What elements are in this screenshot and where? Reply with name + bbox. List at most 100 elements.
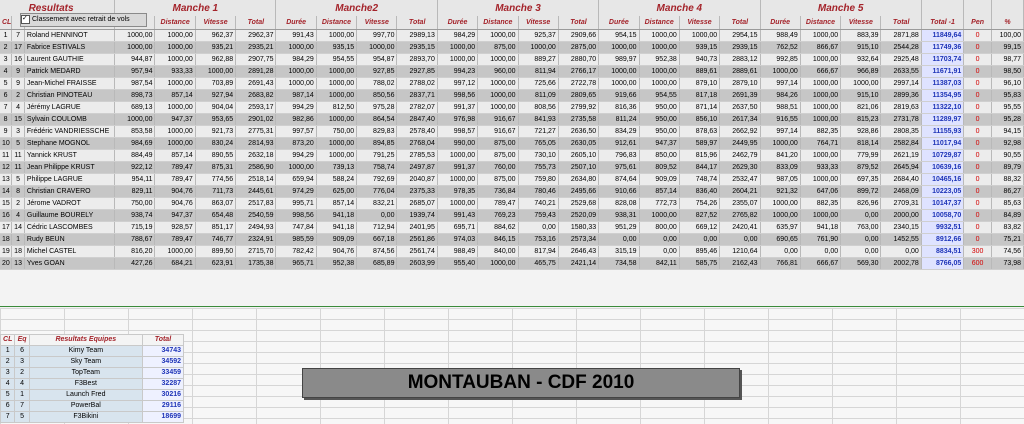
team-rank-cell[interactable]: 7 [0, 411, 16, 423]
score-cell[interactable]: 666,67 [800, 257, 842, 270]
penalty-cell[interactable]: 0 [963, 197, 992, 210]
score-cell[interactable]: 1000,00 [437, 149, 479, 162]
percent-cell[interactable]: 83,82 [991, 221, 1024, 234]
score-cell[interactable]: 2604,21 [719, 185, 761, 198]
score-cell[interactable]: 984,26 [760, 89, 801, 102]
team-eq-cell[interactable]: 1 [14, 389, 30, 401]
score-cell[interactable]: 850,00 [639, 149, 680, 162]
total-cell[interactable]: 8912,66 [921, 233, 965, 246]
score-cell[interactable]: 1000,00 [477, 77, 519, 90]
score-cell[interactable]: 1000,00 [639, 65, 680, 78]
team-row[interactable]: 7 5 F3Bikini 18699 [0, 411, 185, 423]
percent-cell[interactable]: 95,55 [991, 101, 1024, 114]
score-cell[interactable]: 760,00 [477, 161, 519, 174]
score-cell[interactable]: 851,17 [195, 221, 237, 234]
team-total-cell[interactable]: 33459 [141, 367, 185, 379]
score-cell[interactable]: 1000,00 [437, 53, 479, 66]
score-cell[interactable]: 2593,17 [235, 101, 277, 114]
pilot-name-cell[interactable]: Jérémy LAGRUE [24, 101, 116, 114]
score-cell[interactable]: 763,00 [840, 221, 882, 234]
score-cell[interactable]: 2685,07 [396, 197, 438, 210]
score-cell[interactable]: 2629,30 [719, 161, 761, 174]
score-cell[interactable]: 654,48 [195, 209, 237, 222]
team-number-cell[interactable]: 3 [11, 125, 25, 138]
score-cell[interactable]: 818,14 [840, 137, 882, 150]
rank-cell[interactable]: 8 [0, 113, 13, 126]
score-cell[interactable]: 2324,91 [235, 233, 277, 246]
team-number-cell[interactable]: 5 [11, 137, 25, 150]
score-cell[interactable]: 1000,00 [275, 77, 317, 90]
pilot-name-cell[interactable]: Guillaume BOURELY [24, 209, 116, 222]
score-cell[interactable]: 2765,82 [719, 209, 761, 222]
score-cell[interactable]: 2497,87 [396, 161, 438, 174]
score-cell[interactable]: 998,56 [275, 209, 317, 222]
score-cell[interactable]: 871,14 [679, 101, 721, 114]
score-cell[interactable]: 1000,00 [598, 65, 640, 78]
score-cell[interactable]: 740,21 [518, 197, 559, 210]
score-cell[interactable]: 800,00 [639, 221, 680, 234]
team-number-cell[interactable]: 11 [11, 161, 25, 174]
score-cell[interactable]: 991,43 [275, 29, 317, 42]
team-eq-cell[interactable]: 5 [14, 411, 30, 423]
penalty-cell[interactable]: 0 [963, 41, 992, 54]
score-cell[interactable]: 2989,13 [396, 29, 438, 42]
score-cell[interactable]: 857,14 [639, 185, 680, 198]
score-cell[interactable]: 1000,00 [477, 53, 519, 66]
table-row[interactable]: 20 13 Yves GOAN 427,26 684,21 623,91 1735,38 96… [0, 257, 1024, 270]
team-number-cell[interactable]: 15 [11, 113, 25, 126]
score-cell[interactable]: 879,52 [840, 161, 882, 174]
team-row[interactable]: 5 1 Launch Fred 30216 [0, 389, 185, 401]
pilot-name-cell[interactable]: Christian PINOTEAU [24, 89, 116, 102]
score-cell[interactable]: 811,24 [598, 113, 640, 126]
score-cell[interactable]: 1000,00 [477, 257, 519, 270]
score-cell[interactable]: 1000,00 [195, 65, 237, 78]
score-cell[interactable]: 2819,63 [880, 101, 922, 114]
percent-cell[interactable]: 75,21 [991, 233, 1024, 246]
score-cell[interactable]: 2662,92 [719, 125, 761, 138]
percent-cell[interactable]: 84,89 [991, 209, 1024, 222]
percent-cell[interactable]: 98,77 [991, 53, 1024, 66]
score-cell[interactable]: 809,52 [639, 161, 680, 174]
score-cell[interactable]: 898,73 [114, 89, 156, 102]
score-cell[interactable]: 987,54 [114, 77, 156, 90]
score-cell[interactable]: 922,12 [114, 161, 156, 174]
score-cell[interactable]: 427,26 [114, 257, 156, 270]
score-cell[interactable]: 2621,19 [880, 149, 922, 162]
score-cell[interactable]: 899,50 [195, 245, 237, 258]
penalty-cell[interactable]: 600 [963, 257, 992, 270]
score-cell[interactable]: 690,65 [760, 233, 801, 246]
score-cell[interactable]: 792,69 [356, 173, 398, 186]
score-cell[interactable]: 2889,61 [719, 65, 761, 78]
penalty-cell[interactable]: 0 [963, 173, 992, 186]
score-cell[interactable]: 758,74 [356, 161, 398, 174]
score-cell[interactable]: 984,69 [114, 137, 156, 150]
score-cell[interactable]: 2375,33 [396, 185, 438, 198]
score-cell[interactable]: 857,14 [154, 149, 196, 162]
score-cell[interactable]: 750,00 [114, 197, 156, 210]
rank-cell[interactable]: 20 [0, 257, 13, 270]
score-cell[interactable]: 812,50 [316, 101, 358, 114]
score-cell[interactable]: 789,47 [154, 233, 196, 246]
score-cell[interactable]: 2847,40 [396, 113, 438, 126]
score-cell[interactable]: 2683,82 [235, 89, 277, 102]
score-cell[interactable]: 904,04 [195, 101, 237, 114]
rank-cell[interactable]: 14 [0, 185, 13, 198]
score-cell[interactable]: 863,07 [195, 197, 237, 210]
score-cell[interactable]: 2605,10 [558, 149, 600, 162]
score-cell[interactable]: 829,83 [356, 125, 398, 138]
score-cell[interactable]: 997,14 [760, 125, 801, 138]
score-cell[interactable]: 1000,00 [316, 77, 358, 90]
score-cell[interactable]: 0,00 [840, 209, 882, 222]
score-cell[interactable]: 982,86 [275, 113, 317, 126]
score-cell[interactable]: 916,67 [477, 125, 519, 138]
score-cell[interactable]: 2766,17 [558, 65, 600, 78]
score-cell[interactable]: 957,94 [114, 65, 156, 78]
score-cell[interactable]: 788,67 [114, 233, 156, 246]
percent-cell[interactable]: 92,98 [991, 137, 1024, 150]
score-cell[interactable]: 984,29 [275, 53, 317, 66]
score-cell[interactable]: 928,57 [154, 221, 196, 234]
score-cell[interactable]: 766,81 [760, 257, 801, 270]
penalty-cell[interactable]: 0 [963, 233, 992, 246]
score-cell[interactable]: 997,12 [437, 77, 479, 90]
score-cell[interactable]: 759,80 [518, 173, 559, 186]
